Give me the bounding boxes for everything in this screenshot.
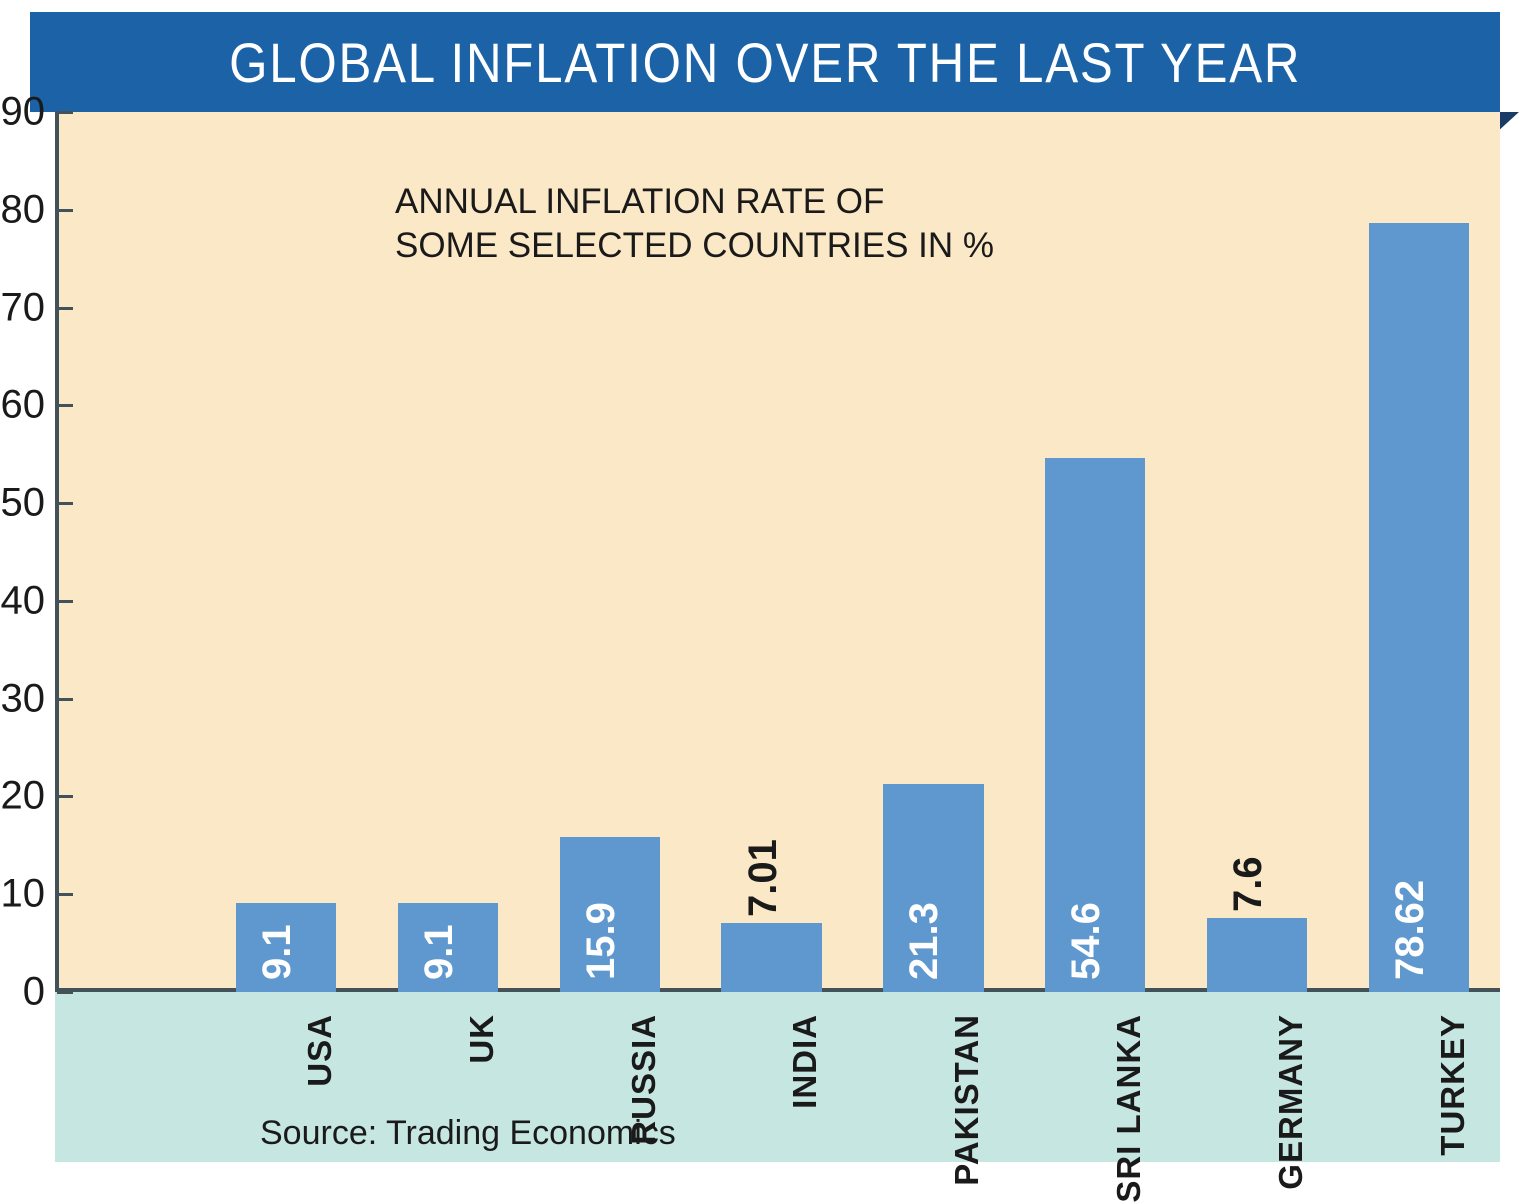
x-axis-label: INDIA [786, 1014, 824, 1109]
bar-value-label: 54.6 [1064, 902, 1109, 980]
chart-container: GLOBAL INFLATION OVER THE LAST YEAR ANNU… [0, 0, 1528, 1168]
bar-value-label: 21.3 [902, 902, 947, 980]
y-tick-label: 20 [0, 774, 45, 819]
bar-value-label: 7.6 [1226, 856, 1271, 912]
x-axis-label: PAKISTAN [948, 1014, 986, 1186]
y-tick-label: 60 [0, 383, 45, 428]
x-axis-label: UK [463, 1014, 501, 1064]
source-text: Source: Trading Economics [260, 1114, 676, 1153]
y-tick-label: 90 [0, 90, 45, 135]
y-tick-label: 0 [0, 970, 45, 1015]
x-axis-labels: USAUKRUSSIAINDIAPAKISTANSRI LANKAGERMANY… [55, 996, 1500, 1116]
bar-value-label: 9.1 [255, 924, 300, 980]
bar [1207, 918, 1307, 992]
bar-value-label: 15.9 [579, 902, 624, 980]
bars-group: 9.1 9.1 15.9 7.01 21.3 54.6 7.6 78.62 [55, 112, 1500, 992]
y-tick-label: 10 [0, 872, 45, 917]
title-banner: GLOBAL INFLATION OVER THE LAST YEAR [30, 12, 1500, 112]
y-tick-label: 30 [0, 676, 45, 721]
bar-value-label: 7.01 [741, 840, 786, 918]
bar-value-label: 9.1 [417, 924, 462, 980]
x-axis-label: USA [301, 1014, 339, 1087]
y-tick-label: 50 [0, 481, 45, 526]
x-axis-label: GERMANY [1272, 1014, 1310, 1190]
bar [1369, 223, 1469, 992]
bar-value-label: 78.62 [1388, 880, 1433, 980]
y-tick-label: 40 [0, 578, 45, 623]
x-axis-label: SRI LANKA [1110, 1014, 1148, 1203]
x-axis-label: TURKEY [1434, 1014, 1472, 1156]
chart-title: GLOBAL INFLATION OVER THE LAST YEAR [229, 30, 1301, 95]
bar [721, 923, 821, 992]
y-tick-label: 80 [0, 187, 45, 232]
y-tick-label: 70 [0, 285, 45, 330]
